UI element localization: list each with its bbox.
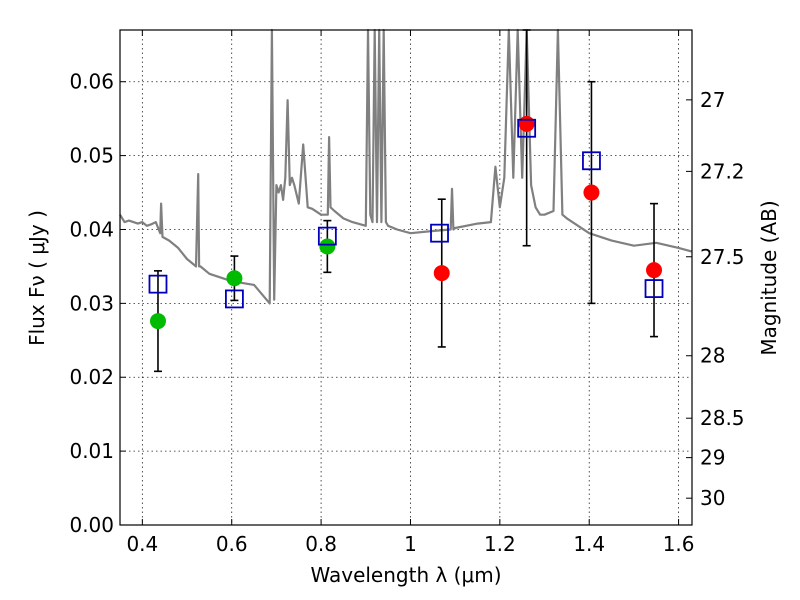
x-tick-label: 1: [404, 532, 417, 556]
model-photometry-square: [644, 279, 664, 298]
photometry-point: [518, 115, 535, 132]
x-tick-label: 1.6: [663, 532, 695, 556]
model-photometry-square: [430, 223, 449, 243]
photometry-point: [433, 265, 450, 282]
model-spectrum-line: [119, 28, 693, 305]
x-axis-label: Wavelength λ (μm): [310, 563, 501, 587]
y-tick-label: 0.02: [69, 365, 114, 389]
right-tick-label: 29: [700, 446, 725, 470]
y-axis-label: Flux Fν ( μJy ): [25, 210, 49, 346]
marker-layer: [148, 115, 664, 330]
photometry-point: [319, 238, 336, 255]
right-tick-label: 28.5: [700, 406, 745, 430]
y-tick-label: 0.06: [69, 70, 114, 94]
y-tick-label: 0.00: [69, 513, 114, 537]
right-tick-label: 30: [700, 486, 725, 510]
photometry-point: [646, 262, 663, 279]
x-tick-label: 0.6: [216, 532, 248, 556]
right-tick-label: 27.2: [700, 159, 745, 183]
model-photometry-square: [148, 274, 168, 294]
y-tick-label: 0.05: [69, 144, 114, 168]
y-tick-label: 0.01: [69, 439, 114, 463]
x-tick-label: 1.4: [573, 532, 605, 556]
model-photometry-square: [317, 226, 337, 246]
y-tick-label: 0.04: [69, 217, 114, 241]
x-tick-label: 1.2: [484, 532, 516, 556]
spectrum-layer: [119, 28, 693, 305]
photometry-point: [149, 313, 166, 330]
right-tick-label: 27: [700, 88, 725, 112]
plot-frame: [119, 29, 693, 526]
x-tick-label: 0.8: [305, 532, 337, 556]
x-tick-label: 0.4: [126, 532, 158, 556]
right-axis-label: Magnitude (AB): [757, 200, 781, 355]
y-tick-label: 0.03: [69, 291, 114, 315]
photometry-point: [226, 270, 243, 287]
right-tick-label: 28: [700, 344, 725, 368]
right-tick-label: 27.5: [700, 245, 745, 269]
model-photometry-square: [517, 118, 537, 138]
photometry-point: [583, 184, 600, 201]
model-photometry-square: [224, 289, 244, 309]
model-photometry-square: [582, 151, 601, 171]
grid: [120, 30, 692, 525]
axes: 0.4 0.6 0.8 1 1.2 1.4 1.6 0.00 0.01 0.02 0.03 0.04 0…: [69, 30, 745, 556]
